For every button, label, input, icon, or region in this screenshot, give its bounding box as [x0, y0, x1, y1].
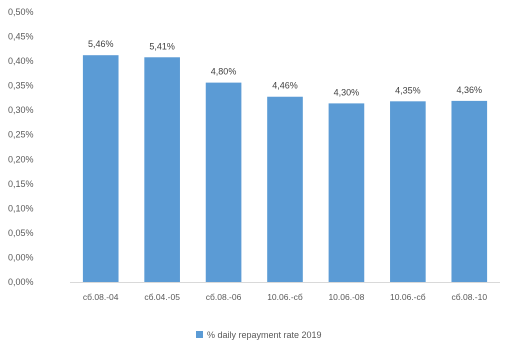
y-tick-label: 0,35% [8, 81, 34, 91]
y-tick-label: 0,20% [8, 154, 34, 164]
y-tick-label: 0,15% [8, 179, 34, 189]
data-label: 4,46% [272, 81, 298, 91]
legend-swatch [196, 331, 203, 338]
bar [390, 101, 426, 282]
y-tick-label: 0,10% [8, 203, 34, 213]
y-tick-label: 0,00% [8, 277, 34, 287]
y-tick-label: 0,30% [8, 105, 34, 115]
y-tick-label: 0,00% [8, 252, 34, 262]
x-tick-label: 10.06.-08 [328, 292, 364, 302]
bar [205, 82, 242, 282]
bars: 5,46% 5,41% 4,80% 4,46% 4,30% 4,35% 4,36% [82, 39, 488, 283]
y-tick-label: 0,45% [8, 32, 34, 42]
x-tick-label: сб.08.-06 [206, 292, 242, 302]
data-label: 5,46% [88, 39, 114, 49]
bar [451, 100, 488, 283]
x-tick-label: сб.08.-10 [451, 292, 487, 302]
data-label: 4,80% [211, 67, 237, 77]
y-tick-label: 0,05% [8, 228, 34, 238]
x-tick-label: 10.06.-сб [390, 292, 426, 302]
x-axis: сб.08.-04 сб.04.-05 сб.08.-06 10.06.-сб 10.0… [70, 282, 500, 302]
y-tick-label: 0,25% [8, 130, 34, 140]
legend: % daily repayment rate 2019 [196, 330, 322, 340]
bar [82, 55, 119, 283]
bar [267, 96, 303, 282]
bar [328, 103, 365, 282]
bar [144, 57, 180, 283]
y-tick-label: 0,40% [8, 56, 34, 66]
legend-label: % daily repayment rate 2019 [207, 330, 322, 340]
y-tick-label: 0,50% [8, 7, 34, 17]
data-label: 4,30% [334, 87, 360, 97]
x-tick-label: сб.04.-05 [144, 292, 180, 302]
data-label: 4,36% [457, 85, 483, 95]
data-label: 5,41% [149, 41, 175, 51]
x-tick-label: сб.08.-04 [83, 292, 119, 302]
x-tick-label: 10.06.-сб [267, 292, 303, 302]
data-label: 4,35% [395, 85, 421, 95]
y-axis: 0,00% 0,00% 0,05% 0,10% 0,15% 0,20% 0,25% 0,30%… [8, 7, 34, 287]
